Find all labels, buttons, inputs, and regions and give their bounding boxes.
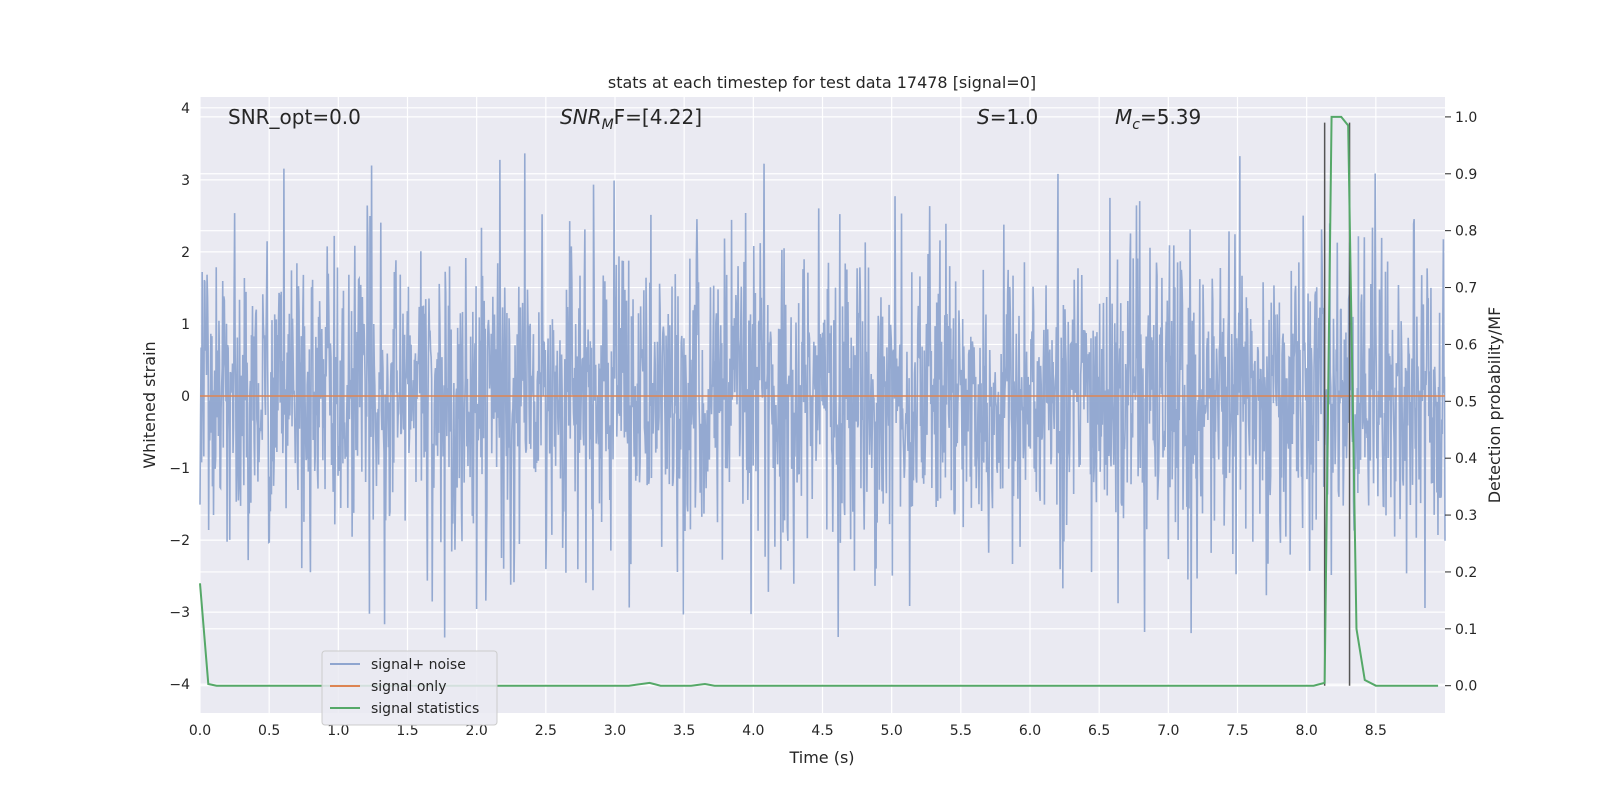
annotation-mc: Mc=5.39 (1115, 105, 1201, 133)
y-left-tick-label: 0 (181, 389, 190, 405)
annotation-mc-base: M (1115, 105, 1132, 129)
x-tick-label: 4.0 (742, 723, 764, 739)
annotation-snr-mf-base: SNR (560, 105, 602, 129)
annotation-s-var: S (977, 105, 990, 129)
x-tick-label: 5.5 (950, 723, 972, 739)
x-tick-label: 8.5 (1365, 723, 1387, 739)
annotation-snr-opt: SNR_opt=0.0 (228, 105, 361, 129)
signal-statistics-line (199, 115, 1439, 687)
x-tick-label: 2.0 (466, 723, 488, 739)
x-tick-label: 3.5 (673, 723, 695, 739)
y-right-tick-label: 0.9 (1455, 167, 1477, 183)
y-left-tick-label: 4 (181, 101, 190, 117)
y-right-tick-label: 1.0 (1455, 110, 1477, 126)
annotation-s: S=1.0 (977, 105, 1038, 129)
y-right-tick-label: 0.4 (1455, 451, 1477, 467)
y-axis-label-right: Detection probability/MF (1485, 307, 1504, 504)
y-right-tick-label: 0.2 (1455, 565, 1477, 581)
annotation-mc-rest: =5.39 (1140, 105, 1201, 129)
annotation-snr-mf-sub: M (602, 117, 614, 133)
x-tick-label: 3.0 (604, 723, 626, 739)
y-left-tick-label: 1 (181, 317, 190, 333)
legend-box (321, 650, 498, 726)
x-tick-label: 4.5 (811, 723, 833, 739)
series-signal-noise (199, 153, 1446, 638)
x-tick-label: 0.0 (189, 723, 211, 739)
y-right-tick-label: 0.8 (1455, 224, 1477, 240)
y-left-tick-label: 2 (181, 245, 190, 261)
x-tick-label: 7.5 (1226, 723, 1248, 739)
x-tick-label: 5.0 (881, 723, 903, 739)
y-right-tick-label: 0.6 (1455, 337, 1477, 353)
x-tick-label: 8.0 (1296, 723, 1318, 739)
x-axis-ticks: 0.0 0.5 1.0 1.5 2.0 2.5 3.0 3.5 4.0 4.5 5.0 5.5 6.0 6… (189, 723, 1387, 739)
series-signal-statistics (199, 115, 1439, 687)
y-right-tick-label: 0.7 (1455, 281, 1477, 297)
y-left-tick-label: 3 (181, 173, 190, 189)
y-left-tick-label: −1 (169, 461, 190, 477)
x-tick-label: 6.0 (1019, 723, 1041, 739)
annotation-snr-mf-rest: F=[4.22] (614, 105, 702, 129)
legend: signal+ noise signal only signal statist… (321, 650, 498, 726)
x-axis-label: Time (s) (788, 748, 854, 767)
y-left-tick-label: −4 (169, 677, 190, 693)
y-left-axis-ticks: 4 3 2 1 0 −1 −2 −3 −4 (169, 101, 190, 693)
y-right-tick-label: 0.3 (1455, 508, 1477, 524)
x-tick-label: 6.5 (1088, 723, 1110, 739)
y-right-tick-label: 0.5 (1455, 394, 1477, 410)
annotation-mc-sub: c (1132, 117, 1140, 133)
signal-noise-line (199, 153, 1446, 638)
chart-title: stats at each timestep for test data 174… (608, 73, 1036, 92)
x-tick-label: 7.0 (1157, 723, 1179, 739)
annotation-s-rest: =1.0 (990, 105, 1039, 129)
y-right-axis-ticks: 1.0 0.9 0.8 0.7 0.6 0.5 0.4 0.3 0.2 0.1 0.0 (1445, 110, 1477, 695)
y-right-tick-label: 0.1 (1455, 622, 1477, 638)
y-axis-label-left: Whitened strain (140, 341, 159, 468)
x-tick-label: 2.5 (535, 723, 557, 739)
y-left-tick-label: −3 (169, 605, 190, 621)
y-left-tick-label: −2 (169, 533, 190, 549)
x-tick-label: 1.0 (327, 723, 349, 739)
x-tick-label: 1.5 (396, 723, 418, 739)
legend-label-signal-only: signal only (371, 679, 446, 695)
x-tick-label: 0.5 (258, 723, 280, 739)
legend-label-signal-noise: signal+ noise (371, 657, 466, 673)
legend-label-signal-statistics: signal statistics (371, 701, 479, 717)
y-right-tick-label: 0.0 (1455, 679, 1477, 695)
annotation-snr-mf: SNRMF=[4.22] (560, 105, 702, 133)
